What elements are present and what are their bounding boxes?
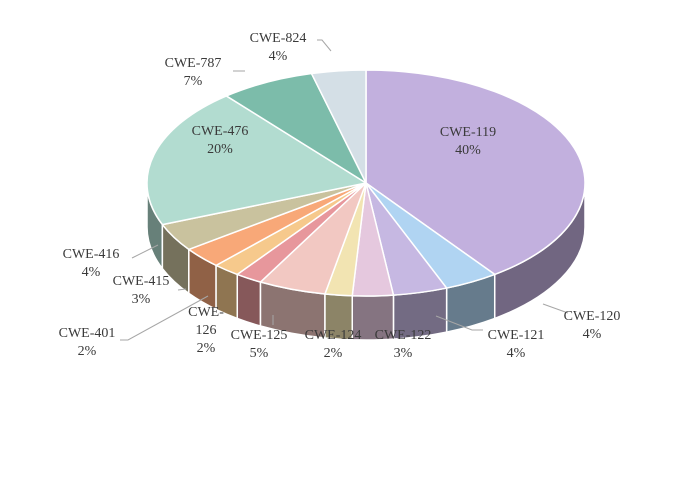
leader-line-cwe-401: [120, 295, 209, 341]
data-label-cwe-119: CWE-119 40%: [440, 125, 496, 158]
data-label-cwe-476: CWE-476 20%: [192, 124, 249, 157]
data-label-percent: 40%: [455, 143, 481, 158]
data-labels: CWE-11940%CWE-1204%CWE-1214%CWE-1223%CWE…: [59, 31, 621, 361]
data-label-percent: 4%: [269, 49, 288, 64]
data-label-percent: 20%: [207, 142, 233, 157]
data-label-name: CWE-120: [564, 309, 621, 324]
leader-line-cwe-120: [542, 303, 569, 314]
leader-line-cwe-416: [131, 244, 159, 259]
pie-slice-cwe-119: [365, 69, 586, 276]
data-label-cwe-415: CWE-415 3%: [113, 274, 170, 307]
data-label-cwe-824: CWE-824 4%: [250, 31, 307, 64]
data-label-percent: 2%: [78, 344, 97, 359]
data-label-cwe-120: CWE-120 4%: [564, 309, 621, 342]
data-label-cwe-124: CWE-124 2%: [305, 328, 362, 361]
data-label-name: CWE-: [188, 305, 224, 320]
data-label-name: CWE-121: [488, 328, 545, 343]
data-label-name: CWE-124: [305, 328, 362, 343]
pie-slice-cwe-824: [310, 69, 367, 184]
data-label-cwe-125: CWE-125 5%: [231, 328, 288, 361]
data-label-name: CWE-119: [440, 125, 496, 140]
data-label-percent: 2%: [324, 346, 343, 361]
data-label-percent: 4%: [583, 327, 602, 342]
data-label-cwe-416: CWE-416 4%: [63, 247, 120, 280]
data-label-name: CWE-787: [165, 56, 222, 71]
data-label-percent: 3%: [132, 292, 151, 307]
data-label-percent: 7%: [184, 74, 203, 89]
data-label-name: CWE-125: [231, 328, 288, 343]
data-label-name: 126: [196, 323, 217, 338]
data-label-cwe-126: CWE- 126 2%: [188, 305, 224, 356]
leader-line-cwe-824: [317, 39, 332, 52]
data-label-percent: 5%: [250, 346, 269, 361]
leader-lines: [120, 39, 569, 341]
pie-side-cwe-126: [236, 273, 262, 328]
data-label-percent: 2%: [197, 341, 216, 356]
data-label-percent: 3%: [394, 346, 413, 361]
data-label-name: CWE-415: [113, 274, 170, 289]
data-label-name: CWE-416: [63, 247, 120, 262]
leader-line-cwe-415: [177, 288, 187, 291]
data-label-cwe-401: CWE-401 2%: [59, 326, 116, 359]
data-label-name: CWE-122: [375, 328, 432, 343]
pie-slice-cwe-476: [146, 95, 367, 226]
data-label-cwe-787: CWE-787 7%: [165, 56, 222, 89]
data-label-name: CWE-401: [59, 326, 116, 341]
data-label-name: CWE-476: [192, 124, 249, 139]
leader-line-cwe-121: [435, 315, 483, 331]
data-label-percent: 4%: [82, 265, 101, 280]
data-label-cwe-121: CWE-121 4%: [488, 328, 545, 361]
data-label-name: CWE-824: [250, 31, 307, 46]
data-label-cwe-122: CWE-122 3%: [375, 328, 432, 361]
pie-tops: [146, 69, 586, 297]
data-label-percent: 4%: [507, 346, 526, 361]
